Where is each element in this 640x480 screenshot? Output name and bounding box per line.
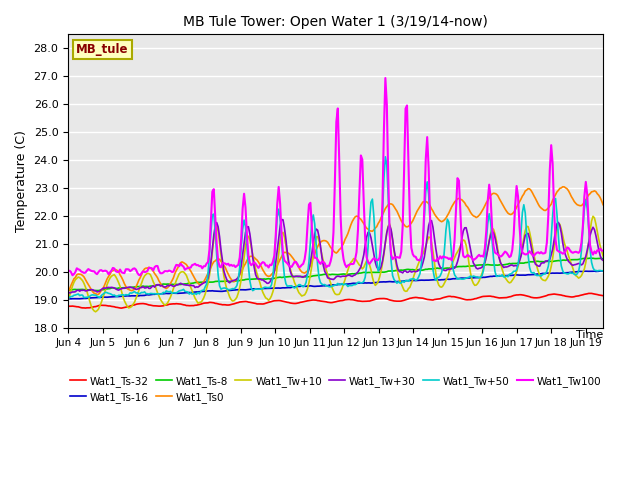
Wat1_Tw100	[64, 268, 72, 274]
Wat1_Tw+10	[154, 290, 161, 296]
Wat1_Ts-16	[152, 291, 160, 297]
Wat1_Tw+50	[599, 268, 607, 274]
Wat1_Tw+30	[134, 286, 141, 292]
Wat1_Tw+30	[599, 258, 607, 264]
Wat1_Tw100	[591, 249, 598, 254]
Wat1_Tw+10	[64, 297, 72, 302]
Wat1_Tw+30	[278, 216, 285, 222]
Line: Wat1_Tw+50: Wat1_Tw+50	[68, 157, 603, 298]
Wat1_Ts0	[458, 197, 466, 203]
Wat1_Tw+50	[134, 290, 141, 296]
Wat1_Tw+50	[460, 276, 467, 282]
Wat1_Ts0	[339, 243, 346, 249]
Line: Wat1_Tw+30: Wat1_Tw+30	[68, 219, 603, 293]
Wat1_Tw+10	[134, 292, 141, 298]
Wat1_Ts0	[154, 275, 161, 281]
Y-axis label: Temperature (C): Temperature (C)	[15, 131, 28, 232]
Line: Wat1_Ts-8: Wat1_Ts-8	[68, 258, 603, 291]
Wat1_Ts-16	[64, 296, 72, 302]
Wat1_Ts-32	[134, 301, 141, 307]
Wat1_Ts-16	[456, 276, 464, 281]
Line: Wat1_Tw+10: Wat1_Tw+10	[68, 216, 603, 312]
Wat1_Ts-8	[93, 288, 101, 294]
Wat1_Ts0	[599, 202, 607, 208]
Wat1_Tw+30	[591, 227, 598, 232]
Wat1_Ts0	[246, 254, 253, 260]
Wat1_Tw100	[134, 270, 141, 276]
Wat1_Ts-16	[588, 268, 595, 274]
Wat1_Tw+50	[246, 278, 253, 284]
Wat1_Tw100	[68, 272, 76, 278]
Wat1_Ts-16	[337, 281, 344, 287]
Wat1_Ts-32	[118, 305, 125, 311]
Wat1_Ts0	[64, 289, 72, 295]
Wat1_Ts-16	[244, 287, 252, 292]
Legend: Wat1_Ts-32, Wat1_Ts-16, Wat1_Ts-8, Wat1_Ts0, Wat1_Tw+10, Wat1_Tw+30, Wat1_Tw+50,: Wat1_Ts-32, Wat1_Ts-16, Wat1_Ts-8, Wat1_…	[66, 372, 605, 407]
Line: Wat1_Ts-32: Wat1_Ts-32	[68, 293, 603, 308]
Wat1_Tw100	[246, 260, 253, 266]
Wat1_Tw+50	[339, 281, 346, 287]
Wat1_Tw100	[381, 75, 389, 81]
Text: MB_tule: MB_tule	[76, 43, 129, 56]
Wat1_Ts0	[591, 188, 598, 194]
Wat1_Tw+50	[381, 154, 389, 160]
Wat1_Tw+30	[64, 289, 72, 295]
Wat1_Tw+50	[64, 295, 72, 300]
Wat1_Ts0	[93, 291, 101, 297]
Wat1_Tw+30	[66, 290, 74, 296]
Text: Time: Time	[576, 330, 603, 340]
Wat1_Ts-8	[134, 284, 141, 289]
Wat1_Tw+10	[599, 253, 607, 259]
Wat1_Tw+10	[458, 240, 466, 245]
Wat1_Tw+30	[154, 282, 161, 288]
Wat1_Ts-32	[64, 303, 72, 309]
Wat1_Tw100	[599, 248, 607, 253]
Wat1_Ts-32	[246, 300, 253, 305]
Title: MB Tule Tower: Open Water 1 (3/19/14-now): MB Tule Tower: Open Water 1 (3/19/14-now…	[183, 15, 488, 29]
Line: Wat1_Tw100: Wat1_Tw100	[68, 78, 603, 275]
Wat1_Ts0	[134, 281, 141, 287]
Wat1_Tw100	[154, 263, 161, 269]
Wat1_Tw+30	[460, 228, 467, 234]
Wat1_Tw+30	[340, 273, 348, 279]
Wat1_Ts-8	[64, 288, 72, 293]
Wat1_Tw+10	[339, 286, 346, 291]
Wat1_Ts-16	[132, 293, 140, 299]
Wat1_Ts-16	[599, 268, 607, 274]
Wat1_Ts-32	[585, 290, 593, 296]
Wat1_Ts-32	[458, 296, 466, 301]
Wat1_Ts-8	[591, 256, 598, 262]
Wat1_Ts-8	[586, 255, 594, 261]
Line: Wat1_Ts0: Wat1_Ts0	[68, 187, 603, 294]
Wat1_Ts-8	[599, 255, 607, 261]
Wat1_Ts-32	[154, 303, 161, 309]
Wat1_Tw+10	[591, 215, 598, 221]
Wat1_Ts-32	[339, 298, 346, 303]
Wat1_Ts-8	[339, 271, 346, 277]
Wat1_Tw+10	[92, 309, 99, 315]
Line: Wat1_Ts-16: Wat1_Ts-16	[68, 271, 603, 299]
Wat1_Tw+50	[591, 267, 598, 273]
Wat1_Ts-8	[154, 282, 161, 288]
Wat1_Tw100	[460, 253, 467, 259]
Wat1_Ts-32	[591, 291, 598, 297]
Wat1_Tw100	[339, 246, 346, 252]
Wat1_Tw+50	[80, 295, 88, 300]
Wat1_Tw+10	[246, 237, 253, 243]
Wat1_Ts0	[559, 184, 566, 190]
Wat1_Tw+30	[246, 231, 253, 237]
Wat1_Ts-8	[246, 276, 253, 282]
Wat1_Ts-32	[599, 293, 607, 299]
Wat1_Tw+50	[154, 291, 161, 297]
Wat1_Ts-8	[458, 264, 466, 269]
Wat1_Tw+10	[589, 214, 597, 219]
